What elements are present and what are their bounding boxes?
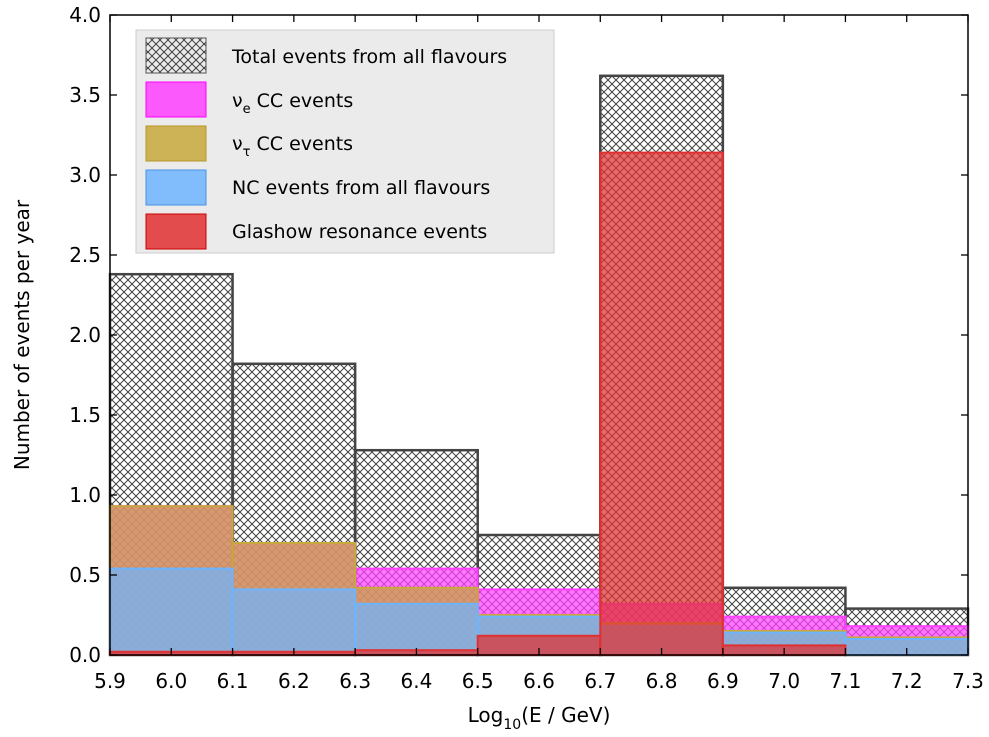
- legend-label-nue: νe CC events: [232, 90, 353, 117]
- x-tick-label: 7.1: [830, 669, 862, 693]
- x-axis: 5.9 6.0 6.1 6.2 6.3 6.4 6.5 6.6 6.7 6.8 6.9 7.0 7.1 7…: [94, 15, 984, 693]
- x-axis-label: Log10(E / GeV): [468, 703, 611, 733]
- legend-swatch-nc: [145, 169, 207, 206]
- bar-nc-0: [109, 567, 234, 656]
- legend-swatch-nutau: [145, 125, 207, 162]
- x-tick-label: 6.7: [584, 669, 616, 693]
- legend-label-nutau: ντ CC events: [232, 133, 353, 160]
- y-tick-label: 4.0: [69, 3, 101, 27]
- legend-label-glashow: Glashow resonance events: [232, 221, 487, 243]
- x-tick-label: 6.8: [646, 669, 678, 693]
- legend: Total events from all flavours νe CC eve…: [135, 29, 555, 254]
- bar-glashow-4: [599, 151, 724, 656]
- x-tick-label: 6.1: [217, 669, 249, 693]
- y-axis: 0.0 0.5 1.0 1.5 2.0 2.5 3.0 3.5 4.0: [69, 3, 968, 667]
- y-tick-label: 3.0: [69, 163, 101, 187]
- y-tick-label: 1.0: [69, 483, 101, 507]
- x-tick-label: 6.6: [523, 669, 555, 693]
- legend-label-total: Total events from all flavours: [231, 46, 507, 68]
- x-tick-label: 6.4: [401, 669, 433, 693]
- x-tick-label: 6.3: [339, 669, 371, 693]
- y-tick-label: 3.5: [69, 83, 101, 107]
- y-tick-label: 1.5: [69, 403, 101, 427]
- y-tick-label: 0.0: [69, 643, 101, 667]
- x-tick-label: 6.5: [462, 669, 494, 693]
- y-tick-label: 0.5: [69, 563, 101, 587]
- x-tick-label: 6.9: [707, 669, 739, 693]
- y-axis-label: Number of events per year: [10, 199, 34, 470]
- x-tick-label: 5.9: [94, 669, 126, 693]
- bar-nc-2: [354, 602, 479, 656]
- legend-swatch-total: [145, 37, 207, 74]
- x-tick-label: 6.2: [278, 669, 310, 693]
- x-tick-label: 7.0: [768, 669, 800, 693]
- x-tick-label: 7.2: [891, 669, 923, 693]
- bar-nc-1: [231, 588, 357, 657]
- y-tick-label: 2.0: [69, 323, 101, 347]
- x-tick-label: 6.0: [155, 669, 187, 693]
- y-tick-label: 2.5: [69, 243, 101, 267]
- legend-label-nc: NC events from all flavours: [232, 177, 490, 199]
- legend-swatch-nue: [145, 81, 207, 118]
- x-tick-label: 7.3: [952, 669, 984, 693]
- legend-swatch-glashow: [145, 213, 207, 250]
